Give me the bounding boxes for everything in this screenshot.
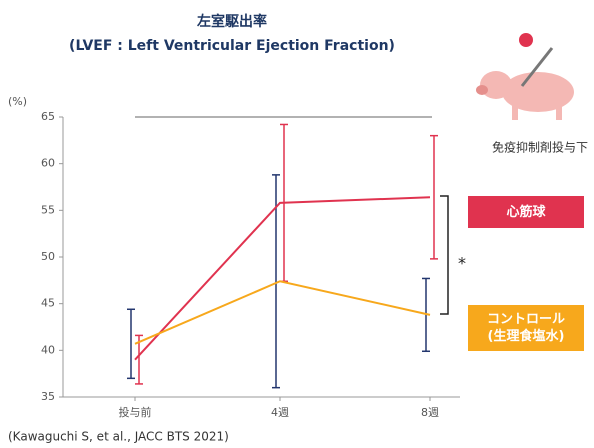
y-axis-label: (%)	[8, 95, 27, 108]
y-tick-label: 65	[41, 110, 55, 123]
y-tick-label: 40	[41, 343, 55, 356]
pig-icon	[476, 33, 574, 120]
x-tick-label: 投与前	[119, 405, 152, 419]
y-tick-label: 45	[41, 297, 55, 310]
significance-bracket	[440, 195, 449, 315]
series-line	[134, 280, 431, 345]
significance-mark: *	[458, 254, 466, 273]
y-tick-label: 55	[41, 203, 55, 216]
chart-title: 左室駆出率	[196, 13, 267, 30]
chart-subtitle: (LVEF : Left Ventricular Ejection Fracti…	[69, 38, 395, 54]
condition-label: 免疫抑制剤投与下	[492, 140, 588, 155]
legend-entry: コントロール (生理食塩水)	[468, 305, 584, 351]
source: (Kawaguchi S, et al., JACC BTS 2021)	[8, 430, 229, 444]
x-tick-label: 4週	[271, 406, 289, 419]
y-tick-label: 35	[41, 390, 55, 403]
series-line	[134, 196, 431, 361]
x-tick-label: 8週	[421, 406, 439, 419]
y-tick-label: 60	[41, 157, 55, 170]
y-tick-label: 50	[41, 250, 55, 263]
legend-entry: 心筋球	[468, 196, 584, 228]
